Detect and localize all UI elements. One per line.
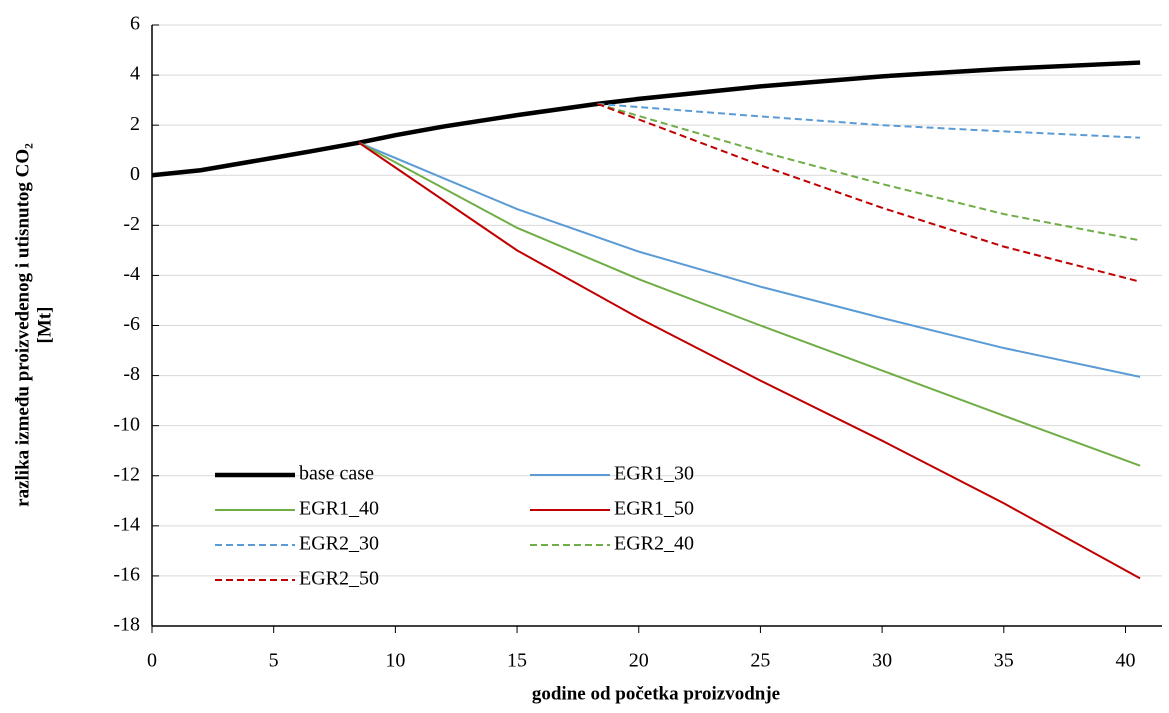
y-tick-label: -8 [123,363,140,385]
x-tick-label: 5 [269,650,279,672]
series-line [358,141,1141,378]
series-line [597,102,1141,242]
x-tick-label: 0 [147,650,157,672]
x-tick-label: 40 [1115,650,1135,672]
legend-label: EGR2_50 [299,568,379,590]
y-tick-label: -16 [113,564,140,586]
y-tick-label: 4 [130,63,140,85]
y-tick-label: -14 [113,513,140,535]
legend-label: EGR1_30 [614,463,694,485]
x-tick-label: 30 [872,650,892,672]
y-tick-label: 6 [130,13,140,35]
legend-label: EGR1_50 [614,498,694,520]
y-tick-label: -18 [113,614,140,636]
series-line [151,60,1141,178]
x-tick-label: 20 [629,650,649,672]
legend-label: EGR2_40 [614,533,694,555]
y-tick-label: 0 [130,163,140,185]
y-axis-title: razlika između proizvedenog i utisnutog … [12,143,33,507]
series-line [597,102,1141,283]
series-line [358,141,1141,467]
y-tick-label: -4 [123,263,140,285]
x-tick-label: 25 [750,650,770,672]
x-tick-label: 15 [507,650,527,672]
y-tick-label: 2 [130,113,140,135]
legend-label: EGR1_40 [299,498,379,520]
series-line [597,102,1141,139]
legend-label: EGR2_30 [299,533,379,555]
series-line [358,141,1141,580]
x-tick-label: 35 [994,650,1014,672]
y-axis-title: [Mt] [34,307,55,344]
y-tick-label: -10 [113,413,140,435]
y-tick-label: -12 [113,463,140,485]
legend-label: base case [299,463,374,485]
y-tick-label: -6 [123,313,140,335]
x-axis-title: godine od početka proizvodnje [532,683,780,704]
y-tick-label: -2 [123,213,140,235]
x-tick-label: 10 [385,650,405,672]
